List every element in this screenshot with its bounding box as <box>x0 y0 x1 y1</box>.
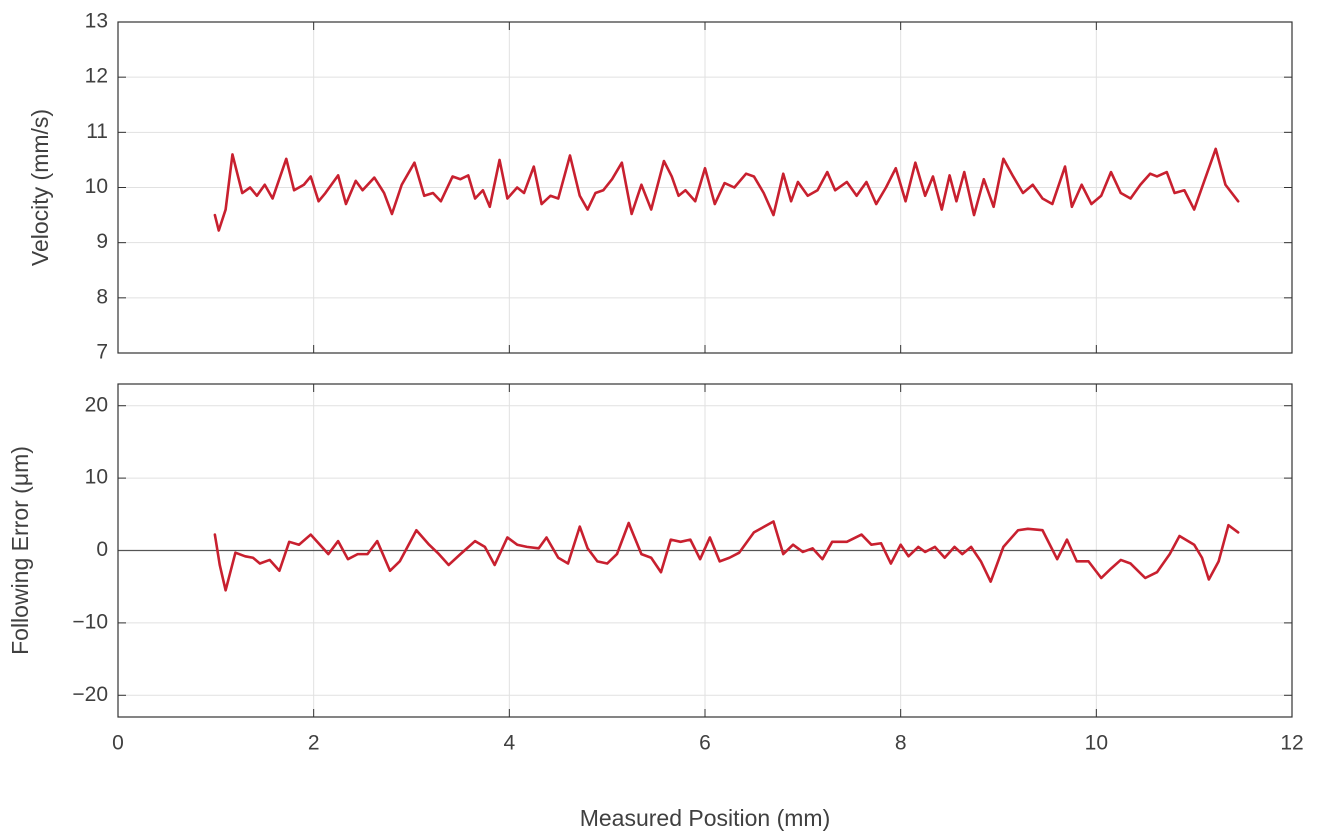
y-axis-label: Following Error (μm) <box>7 446 33 655</box>
x-tick-label: 8 <box>895 732 907 755</box>
y-tick-label: 0 <box>96 538 108 561</box>
x-tick-label: 0 <box>112 732 124 755</box>
axes-frame <box>117 21 1293 354</box>
y-tick-label: −20 <box>72 683 108 706</box>
y-tick-label: 8 <box>96 285 108 308</box>
y-tick-label: 7 <box>96 341 108 364</box>
x-tick-label: 12 <box>1280 732 1303 755</box>
y-tick-label: 10 <box>85 466 108 489</box>
data-line <box>213 520 1240 592</box>
x-tick-label: 6 <box>699 732 711 755</box>
y-tick-label: 12 <box>85 65 108 88</box>
y-tick-label: 11 <box>86 120 108 143</box>
x-tick-label: 4 <box>503 732 515 755</box>
y-tick-label: 10 <box>85 175 108 198</box>
y-tick-label: 20 <box>85 393 108 416</box>
x-axis-label: Measured Position (mm) <box>580 805 831 831</box>
y-tick-label: 9 <box>96 230 108 253</box>
x-tick-label: 10 <box>1085 732 1108 755</box>
x-tick-label: 2 <box>308 732 320 755</box>
y-axis-label: Velocity (mm/s) <box>27 109 53 266</box>
axes-frame <box>117 383 1293 718</box>
data-line <box>213 147 1240 232</box>
y-tick-label: −10 <box>72 610 108 633</box>
y-tick-label: 13 <box>85 10 108 33</box>
